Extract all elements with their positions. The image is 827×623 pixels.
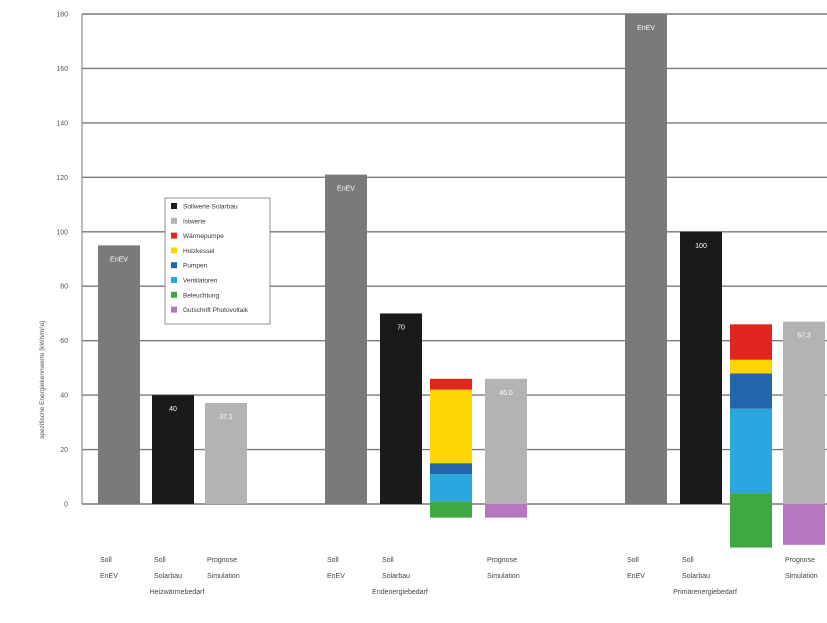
legend-swatch bbox=[171, 217, 177, 224]
stack-segment bbox=[730, 373, 772, 409]
category-labels: Soll EnEV Soll Solarbau Prognose Simulation He… bbox=[100, 557, 818, 596]
y-tick-label: 20 bbox=[60, 447, 68, 454]
category-label: Prognose bbox=[487, 557, 517, 564]
bar bbox=[680, 231, 722, 504]
bar-value-label: 67.3 bbox=[797, 333, 811, 340]
legend-entry: Wärmepumpe bbox=[183, 233, 224, 240]
category-label: Simulation bbox=[207, 573, 240, 580]
legend-entry: Ventilatoren bbox=[183, 278, 218, 285]
bar-value-label: 40 bbox=[169, 406, 177, 413]
bar-value-label: 37.1 bbox=[219, 414, 233, 421]
legend-swatch bbox=[171, 291, 177, 298]
y-axis-ticks: 0 20 40 60 80 100 120 140 160 180 bbox=[56, 12, 68, 509]
y-tick-label: 120 bbox=[56, 175, 68, 182]
bar bbox=[98, 245, 140, 504]
category-label: Soll bbox=[627, 557, 639, 564]
legend-entry: Sollwerte Solarbau bbox=[183, 204, 238, 211]
legend-entry: Gutschrift Photovoltaik bbox=[183, 307, 249, 314]
y-tick-label: 180 bbox=[56, 12, 68, 19]
stack-negative-segment bbox=[430, 504, 472, 518]
y-tick-label: 80 bbox=[60, 284, 68, 291]
legend-entry: Pumpen bbox=[183, 263, 208, 270]
stack-segment bbox=[730, 324, 772, 360]
group-label: Endenergiebedarf bbox=[372, 589, 428, 596]
category-label: Solarbau bbox=[682, 573, 710, 580]
category-label: Prognose bbox=[785, 557, 815, 564]
y-tick-label: 60 bbox=[60, 338, 68, 345]
bar-negative-segment bbox=[783, 504, 825, 545]
category-label: Simulation bbox=[487, 573, 520, 580]
group-label: Primärenergiebedarf bbox=[673, 589, 737, 596]
bar bbox=[325, 174, 367, 504]
y-tick-label: 140 bbox=[56, 120, 68, 127]
bar-value-label: 46.0 bbox=[499, 390, 513, 397]
bar-value-label: 70 bbox=[397, 324, 405, 331]
category-label: Prognose bbox=[207, 557, 237, 564]
bar-value-label: EnEV bbox=[337, 186, 355, 193]
legend: Sollwerte Solarbau Istwerte Wärmepumpe Holz… bbox=[164, 197, 271, 325]
category-label: Soll bbox=[327, 557, 339, 564]
y-tick-label: 40 bbox=[60, 393, 68, 400]
bar-value-label: 100 bbox=[695, 243, 707, 250]
category-label: EnEV bbox=[327, 573, 345, 580]
category-label: Soll bbox=[382, 557, 394, 564]
legend-swatch bbox=[171, 277, 177, 283]
legend-swatch bbox=[171, 306, 177, 313]
legend-entry: Beleuchtung bbox=[183, 292, 220, 299]
y-tick-label: 0 bbox=[64, 502, 68, 509]
category-label: EnEV bbox=[100, 573, 118, 580]
bar bbox=[783, 321, 825, 504]
stack-segment bbox=[730, 493, 772, 504]
legend-entry: Istwerte bbox=[183, 218, 206, 225]
category-label: EnEV bbox=[627, 573, 645, 580]
category-label: Solarbau bbox=[382, 573, 410, 580]
category-label: Simulation bbox=[785, 573, 818, 580]
legend-box bbox=[164, 197, 271, 325]
stack-segment bbox=[730, 408, 772, 494]
legend-entry: Holzkessel bbox=[183, 248, 215, 255]
legend-swatch bbox=[171, 262, 177, 269]
category-label: Soll bbox=[100, 557, 112, 564]
category-label: Solarbau bbox=[154, 573, 182, 580]
y-tick-label: 160 bbox=[56, 66, 68, 73]
bar-value-label: EnEV bbox=[637, 25, 655, 32]
bar bbox=[625, 14, 667, 504]
stack-segment bbox=[730, 359, 772, 374]
category-label: Soll bbox=[682, 557, 694, 564]
stack-segment bbox=[430, 463, 472, 475]
stack-segment bbox=[430, 474, 472, 502]
stack-negative-segment bbox=[730, 504, 772, 548]
group-label: Heizwärmebedarf bbox=[150, 589, 205, 596]
legend-swatch bbox=[171, 203, 177, 209]
category-label: Soll bbox=[154, 557, 166, 564]
bar bbox=[485, 378, 527, 504]
stack-segment bbox=[430, 378, 472, 390]
bar bbox=[205, 403, 247, 504]
y-tick-label: 100 bbox=[56, 229, 68, 236]
stack-segment bbox=[430, 389, 472, 464]
bar-value-label: EnEV bbox=[110, 256, 128, 263]
bar-negative-segment bbox=[485, 504, 527, 518]
legend-swatch bbox=[171, 247, 177, 254]
bar bbox=[152, 395, 194, 504]
stack-segment bbox=[430, 501, 472, 504]
legend-swatch bbox=[171, 232, 177, 239]
bar bbox=[380, 313, 422, 504]
y-axis-label: spezifische Energiekennwerte [kWh/m²a] bbox=[39, 321, 46, 439]
bars: EnEV 40 37.1 EnEV 70 46.0 EnEV 100 67.3 bbox=[98, 14, 825, 548]
